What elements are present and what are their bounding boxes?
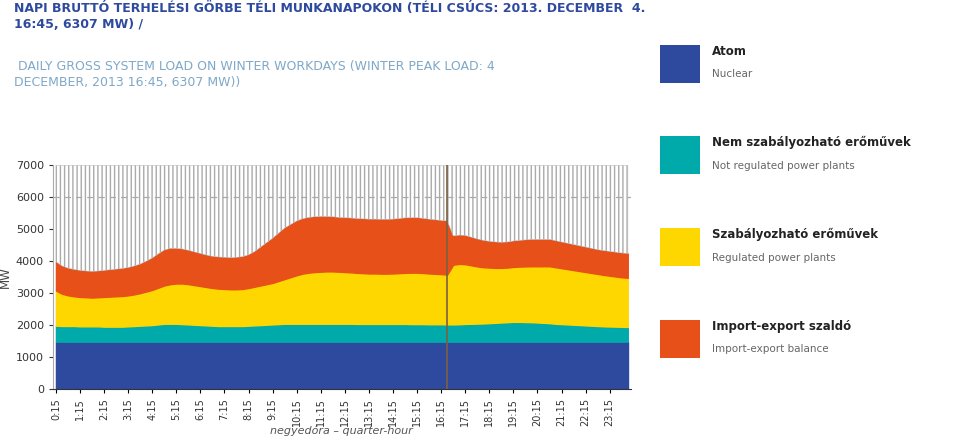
Text: Nem szabályozható erőművek: Nem szabályozható erőművek — [712, 136, 910, 149]
Text: Import-export balance: Import-export balance — [712, 344, 828, 354]
Text: Regulated power plants: Regulated power plants — [712, 253, 836, 262]
Text: Atom: Atom — [712, 45, 746, 58]
Text: DAILY GROSS SYSTEM LOAD ON WINTER WORKDAYS (WINTER PEAK LOAD: 4
DECEMBER, 2013 1: DAILY GROSS SYSTEM LOAD ON WINTER WORKDA… — [14, 60, 495, 89]
Text: Nuclear: Nuclear — [712, 69, 752, 79]
Text: negyedóra – quarter-hour: negyedóra – quarter-hour — [271, 426, 413, 436]
Polygon shape — [56, 165, 628, 271]
Text: Import-export szaldó: Import-export szaldó — [712, 320, 850, 333]
Text: NAPI BRUTTÓ TERHELÉSI GÖRBE TÉLI MUNKANAPOKON (TÉLI CSÚCS: 2013. DECEMBER  4.
16: NAPI BRUTTÓ TERHELÉSI GÖRBE TÉLI MUNKANA… — [14, 2, 646, 31]
Text: Szabályozható erőművek: Szabályozható erőművek — [712, 228, 877, 241]
Y-axis label: MW: MW — [0, 266, 12, 288]
Text: Not regulated power plants: Not regulated power plants — [712, 161, 854, 171]
